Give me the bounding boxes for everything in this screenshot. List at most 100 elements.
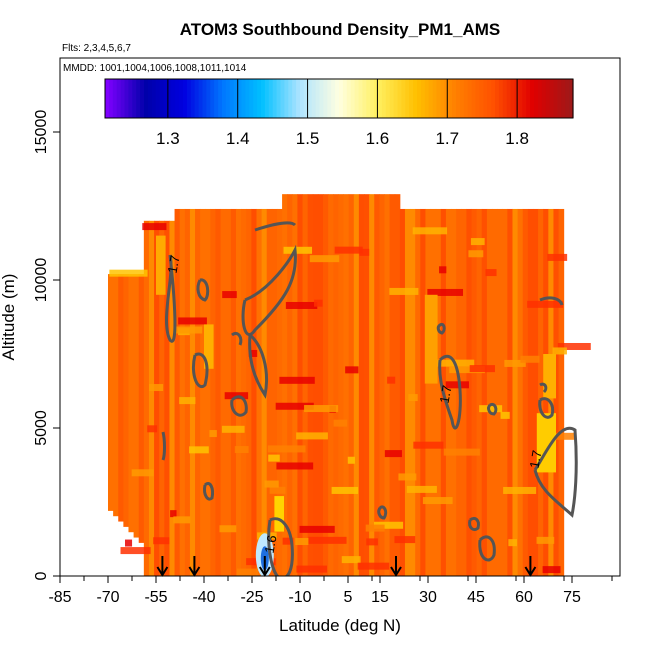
colorbar-segment [342,79,348,118]
field-streak [221,425,245,433]
colorbar-segment [358,79,363,118]
field-column [425,208,432,576]
field-column [328,194,334,576]
field-column [164,220,170,576]
field-column [307,194,314,576]
colorbar-segment [553,79,558,118]
colorbar-segment [510,79,516,118]
colorbar-segment [549,79,555,118]
field-streak [179,397,196,405]
colorbar-segment [167,79,172,118]
y-axis-label: Altitude (m) [0,274,18,361]
y-tick-label: 5000 [33,410,50,446]
density-field [108,194,591,576]
colorbar-segment [526,79,531,118]
field-column [338,194,345,576]
field-column [215,208,222,576]
field-column [532,208,539,576]
field-streak [413,441,444,449]
profile-marker-arrow [258,566,271,577]
field-column [169,220,176,576]
colorbar-segment [229,79,235,118]
colorbar-segment [452,79,457,118]
field-streak [299,525,335,533]
field-column [210,208,217,576]
colorbar-segment [292,79,297,118]
field-streak [142,223,167,231]
colorbar-segment [296,79,301,118]
colorbar-segment [124,79,129,118]
colorbar-segment [561,79,566,118]
colorbar-segment [280,79,285,118]
field-column [558,208,565,576]
field-streak [469,365,495,373]
field-streak [178,317,207,325]
colorbar-segment [194,79,200,118]
field-column [108,274,114,511]
colorbar-segment [444,79,449,118]
field-column [256,208,263,576]
colorbar-segment [186,79,192,118]
field-column [271,208,278,576]
x-tick-label: 30 [419,589,437,606]
field-streak [445,381,469,389]
contour-line [468,516,480,532]
colorbar-segment [335,79,340,118]
field-streak [304,405,339,413]
colorbar-segment [483,79,488,118]
colorbar-segment [545,79,551,118]
colorbar-segment [378,79,383,118]
colorbar-segment [417,79,422,118]
colorbar-segment [448,79,453,118]
field-column [451,208,457,576]
colorbar-segment [459,79,465,118]
field-patch [424,294,438,384]
field-streak [503,486,537,494]
field-column [297,194,304,576]
colorbar-segment [498,79,504,118]
x-tick-label: -55 [144,589,167,606]
contour-line [196,278,210,302]
profile-marker-arrow [390,566,402,577]
x-axis: -85 -70 -55 -40 -25 -10 5 15 30 45 60 75 [48,576,613,606]
field-streak [347,456,355,464]
colorbar-segment [276,79,282,118]
colorbar-tick-label: 1.8 [505,129,529,148]
field-column [148,220,155,576]
colorbar-segment [210,79,215,118]
colorbar-segment [163,79,168,118]
flights-note: Flts: 2,3,4,5,6,7 [62,43,131,54]
field-column [364,194,370,576]
field-streak [279,376,315,384]
field-column [266,208,273,576]
field-streak [268,454,280,462]
field-column [200,208,206,576]
contour-line [538,397,555,419]
contour-label: 1.7 [527,449,545,469]
field-streak [384,450,402,458]
dates-note: MMDD: 1001,1004,1006,1008,1011,1014 [63,63,247,74]
colorbar-segment [241,79,246,118]
colorbar-segment [268,79,274,118]
field-column [246,208,252,576]
field-streak [120,547,151,555]
field-streak [334,246,363,254]
field-column [538,208,544,576]
field-streak [520,355,540,363]
field-streak [374,521,404,529]
contour-line [539,296,564,306]
profile-marker-arrow [524,566,537,577]
colorbar-segment [147,79,153,118]
contour-line [161,431,166,461]
colorbar-segment [381,79,387,118]
colorbar-segment [428,79,434,118]
x-tick-label: 60 [515,589,533,606]
colorbar-segment [397,79,402,118]
field-column [502,208,508,576]
field-streak [309,255,340,263]
field-column [461,208,467,576]
field-streak [500,411,510,419]
colorbar-segment [518,79,523,118]
colorbar-segment [202,79,207,118]
field-column [512,208,519,576]
